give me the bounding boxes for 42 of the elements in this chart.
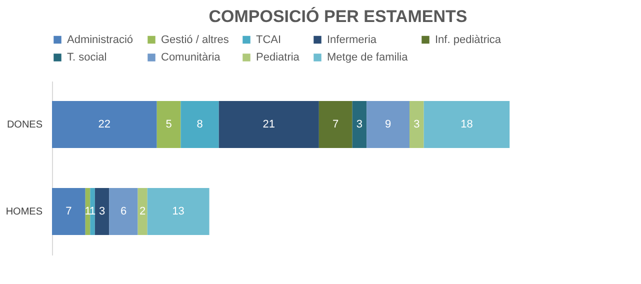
bar: [52, 101, 157, 148]
data-label: 22: [98, 118, 111, 130]
data-label: 21: [262, 118, 276, 130]
data-label: 3: [98, 206, 106, 218]
bar: [352, 101, 367, 148]
legend-label: Administració: [67, 34, 134, 46]
bar: [180, 101, 219, 148]
bar: [366, 101, 410, 148]
data-label: 7: [66, 206, 72, 218]
data-label: 18: [460, 118, 473, 130]
data-label: 3: [414, 118, 420, 130]
bar: [218, 101, 319, 148]
data-label: 9: [384, 118, 392, 130]
bar: [410, 101, 424, 148]
legend-label: Inf. pediàtrica: [435, 34, 502, 46]
y-tick-label: DONES: [6, 120, 43, 130]
legend-label: Infermeria: [327, 34, 378, 46]
data-label: 3: [356, 118, 363, 130]
data-label: 5: [166, 118, 172, 130]
bar: [156, 101, 181, 148]
bar: [52, 188, 86, 235]
legend-label: Pediatria: [256, 52, 300, 64]
legend-label: T. social: [67, 52, 107, 64]
bar: [138, 188, 148, 235]
bar: [424, 101, 510, 148]
data-label: 13: [172, 206, 184, 218]
bar: [94, 188, 110, 235]
bar: [90, 188, 95, 235]
data-label: 8: [196, 118, 203, 130]
legend-label: Gestió / altres: [161, 34, 230, 46]
legend-label: Metge de familia: [327, 52, 409, 64]
data-label: 2: [140, 206, 146, 218]
data-label: 6: [120, 206, 127, 218]
data-label: 7: [332, 118, 339, 130]
data-label: 1: [89, 206, 96, 218]
bar: [109, 188, 138, 235]
y-tick-label: HOMES: [6, 206, 43, 218]
chart-title: COMPOSICIÓ PER ESTAMENTS: [208, 6, 468, 26]
bar: [318, 101, 352, 148]
legend-label: TCAI: [256, 34, 282, 46]
legend-label: Comunitària: [161, 52, 222, 64]
bar: [147, 188, 210, 235]
